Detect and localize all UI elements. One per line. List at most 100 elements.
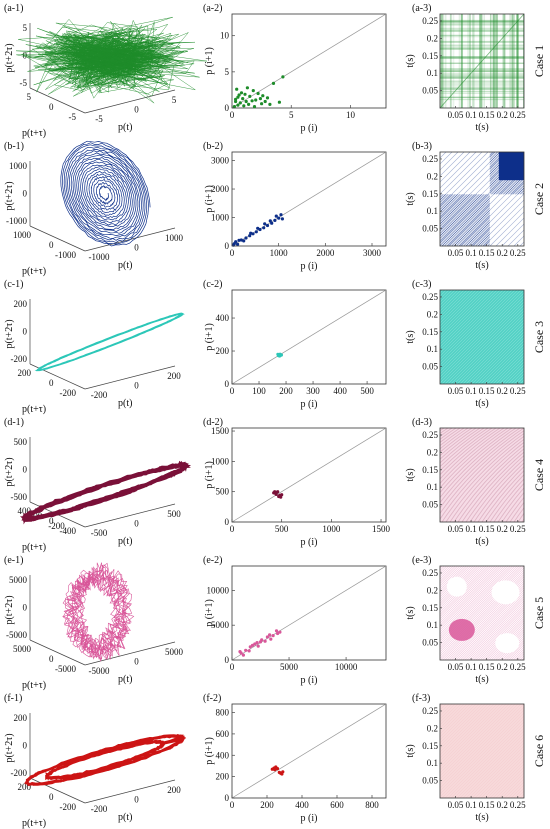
y-tick-label: 0 (225, 241, 230, 251)
z-tick-label: 200 (14, 713, 28, 723)
z-axis-label: p(t+2τ) (4, 181, 15, 210)
recurrence-line (440, 290, 462, 312)
recurrence-line (440, 48, 524, 50)
recurrence-line (440, 290, 477, 327)
recurrence-line (489, 763, 524, 798)
axis-line (29, 87, 86, 114)
recurrence-line (480, 754, 524, 798)
row-6: (f-1) 200 0 -200 200 0 -200 -200 0 200 p(t+2τ) p(t+… (4, 693, 546, 829)
y-tick-label: 1500 (211, 426, 230, 436)
recurrence-line (440, 428, 457, 440)
recurrence-line (440, 35, 524, 37)
data-point (234, 99, 238, 104)
recurrence-line (440, 76, 524, 79)
y-tick-label: 0 (225, 517, 230, 527)
recurrence-line (440, 704, 516, 780)
y-tick-label: 0.05 (422, 86, 438, 96)
z-tick-label: -200 (11, 768, 28, 778)
z-tick-label: 0 (23, 603, 28, 613)
y-tick-label: 3000 (211, 156, 230, 166)
axis-line (84, 89, 176, 114)
identity-line (231, 703, 387, 799)
y-axis-label: p(t+τ) (22, 266, 46, 277)
recurrence-line (489, 478, 524, 522)
recurrence-line (440, 152, 501, 213)
recurrence-line (511, 14, 514, 108)
recurrence-line (440, 56, 524, 59)
recurrence-line (440, 72, 524, 74)
recurrence-line (450, 724, 524, 798)
x-tick-label: 0.25 (510, 662, 526, 672)
recurrence-line (453, 727, 524, 798)
recurrence-plot: 0.05 0.1 0.15 0.2 0.250.250.20.150.10.05t(s)… (405, 565, 546, 685)
x-tick-label: 10000 (335, 662, 358, 672)
recurrence-line (486, 760, 524, 798)
x-tick-label: -200 (91, 390, 108, 400)
trajectory (60, 140, 151, 247)
recurrence-line (465, 325, 524, 384)
recurrence-line (469, 14, 471, 108)
data-point (244, 648, 248, 652)
recurrence-line (497, 487, 524, 522)
x-tick-label: 500 (167, 509, 181, 519)
recurrence-line (440, 96, 524, 98)
recurrence-line (474, 748, 524, 798)
data-point (280, 493, 284, 497)
recurrence-line (440, 704, 501, 765)
recurrence-line (449, 14, 451, 108)
recurrence-line (483, 343, 524, 384)
x-tick-label: 5 (172, 95, 177, 105)
recurrence-line (440, 566, 498, 624)
panel-label: (c-2) (203, 279, 222, 290)
recurrence-line (510, 14, 512, 108)
recurrence-line (440, 290, 504, 354)
y-axis-label: p(t+τ) (22, 542, 46, 553)
data-point (261, 94, 265, 98)
recurrence-plot: 0.05 0.1 0.15 0.2 0.250.250.20.150.10.05t(s)… (405, 151, 546, 271)
data-point (242, 239, 246, 243)
y-axis-label: t(s) (405, 606, 416, 619)
trajectory (34, 312, 185, 372)
recurrence-line (440, 704, 510, 774)
x-tick-label: 200 (279, 386, 293, 396)
recurrence-line (440, 566, 494, 620)
trajectory (24, 733, 187, 787)
y-axis-label: p (i+1) (204, 47, 215, 75)
y-tick-label: 0.1 (427, 206, 438, 216)
recurrence-line (440, 428, 513, 494)
x-tick-label: 1000 (322, 524, 341, 534)
return-map: 0 100 200 300 400 500 0 200 400 p (i) p (i+1) (204, 289, 387, 410)
recurrence-line (468, 604, 524, 660)
data-point (241, 653, 245, 657)
recurrence-line (440, 704, 504, 768)
x-axis-label: t(s) (475, 122, 488, 133)
y-tick-label: 0.25 (422, 568, 438, 578)
x-tick-label: 0.25 (510, 524, 526, 534)
x-tick-label: 0.25 (510, 386, 526, 396)
recurrence-line (497, 14, 498, 108)
recurrence-line (462, 322, 524, 384)
x-tick-label: 0.2 (497, 800, 508, 810)
panel-label: (b-2) (203, 141, 223, 152)
recurrence-line (440, 290, 486, 336)
recurrence-line (501, 361, 524, 384)
y-tick-label: 0 (49, 654, 54, 664)
x-tick-label: 1000 (270, 248, 289, 258)
data-point (236, 95, 240, 99)
recurrence-line (509, 14, 511, 108)
y-tick-label: 5000 (211, 620, 230, 630)
recurrence-line (440, 70, 524, 72)
z-axis-label: p(t+2τ) (4, 43, 15, 72)
data-point (256, 226, 260, 230)
panel-label: (c-1) (4, 279, 23, 290)
x-tick-label: 0.15 (479, 110, 495, 120)
recurrence-line (464, 600, 524, 660)
y-tick-label: 0 (49, 516, 54, 526)
plot-frame (439, 427, 525, 523)
recurrence-line (492, 766, 524, 798)
x-axis-label: p (i) (301, 813, 318, 824)
data-point (244, 236, 248, 240)
recurrence-line (440, 428, 473, 453)
y-tick-label: 0 (49, 378, 54, 388)
recurrence-line (504, 14, 506, 108)
